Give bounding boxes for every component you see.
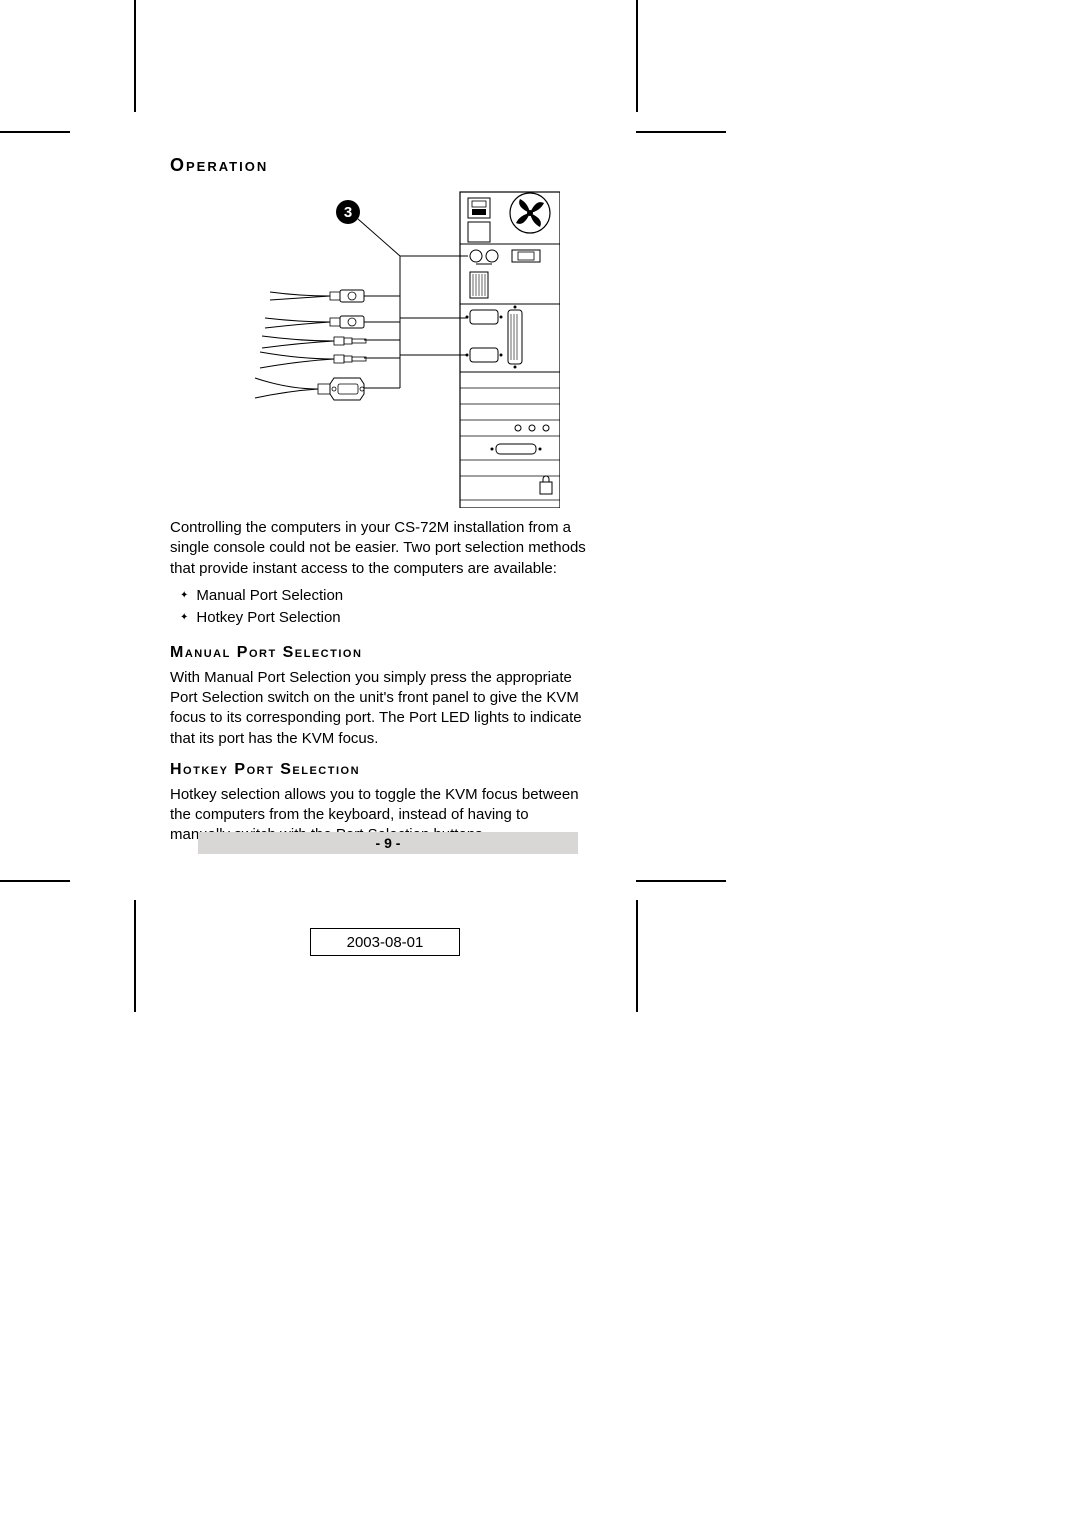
crop-mark <box>0 880 70 882</box>
page-number: - 9 - <box>198 832 578 854</box>
page-content: Operation <box>170 155 590 846</box>
heading-manual: Manual Port Selection <box>170 644 590 662</box>
crop-mark <box>636 131 726 133</box>
manual-text: With Manual Port Selection you simply pr… <box>170 668 590 749</box>
crop-mark <box>134 0 136 112</box>
crop-mark <box>636 900 638 1012</box>
crop-mark <box>134 900 136 1012</box>
callout-number: 3 <box>344 204 352 221</box>
connection-diagram: 3 <box>200 188 560 508</box>
heading-operation: Operation <box>170 155 590 176</box>
selection-methods-list: Manual Port Selection Hotkey Port Select… <box>180 585 590 630</box>
crop-mark <box>636 880 726 882</box>
intro-text: Controlling the computers in your CS-72M… <box>170 518 590 579</box>
heading-hotkey: Hotkey Port Selection <box>170 761 590 779</box>
crop-mark <box>636 0 638 112</box>
list-item: Hotkey Port Selection <box>180 607 590 630</box>
date-box: 2003-08-01 <box>310 928 460 956</box>
list-item: Manual Port Selection <box>180 585 590 608</box>
crop-mark <box>0 131 70 133</box>
